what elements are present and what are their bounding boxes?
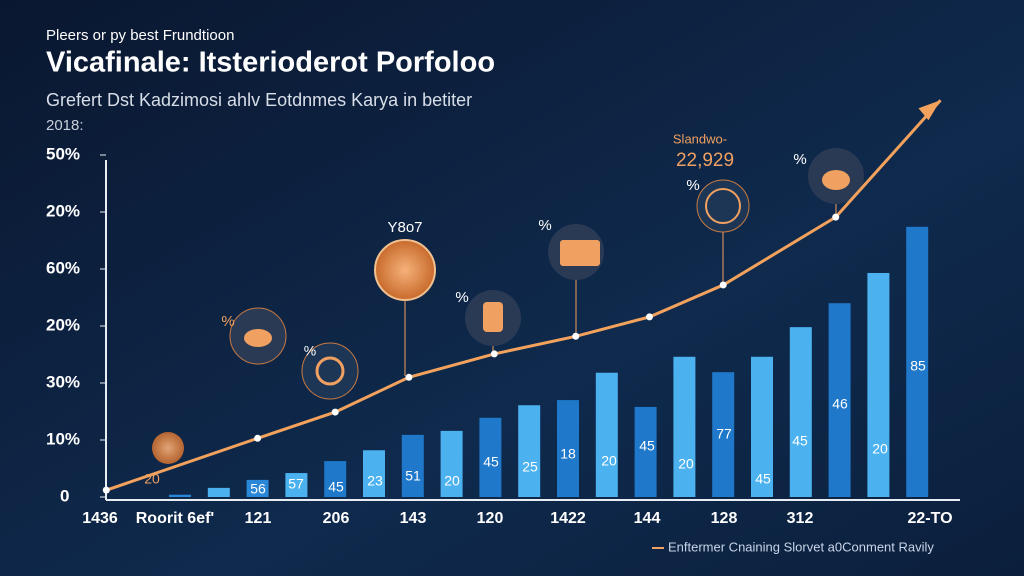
annotation: Y8o7 bbox=[387, 219, 422, 236]
y-tick-label: 20% bbox=[46, 201, 80, 220]
bar bbox=[557, 400, 579, 497]
bar-label: 45 bbox=[639, 438, 655, 454]
bar bbox=[363, 450, 385, 497]
x-tick-label: 120 bbox=[477, 510, 504, 527]
icons bbox=[152, 148, 864, 464]
bar bbox=[518, 405, 541, 497]
x-tick-label: 1422 bbox=[550, 510, 586, 527]
title: Vicafinale: Itsterioderot Porfoloo bbox=[46, 47, 495, 79]
bar bbox=[867, 272, 890, 497]
bar-label: 46 bbox=[832, 396, 848, 412]
y-tick-label: 60% bbox=[46, 258, 80, 277]
year: 2018: bbox=[46, 117, 84, 134]
y-tick-label: 0 bbox=[60, 486, 69, 505]
trend-point bbox=[490, 350, 498, 358]
trend-arrowhead bbox=[918, 100, 941, 121]
x-tick-label: 128 bbox=[711, 510, 738, 527]
bar-label: 20 bbox=[144, 471, 160, 487]
bar-label: 85 bbox=[910, 358, 926, 374]
bar-label: 45 bbox=[483, 454, 499, 470]
x-tick-label: Roorit 6ef' bbox=[136, 510, 214, 527]
y-tick-label: 50% bbox=[46, 144, 80, 163]
y-tick-label: 10% bbox=[46, 429, 80, 448]
kicker: Pleers or py best Frundtioon bbox=[46, 27, 234, 44]
subtitle: Grefert Dst Kadzimosi ahlv Eotdnmes Kary… bbox=[46, 90, 472, 110]
bar-label: 51 bbox=[405, 468, 421, 484]
bar bbox=[246, 479, 269, 497]
bar-label: 56 bbox=[250, 481, 266, 497]
trend-point bbox=[254, 434, 262, 442]
bar bbox=[906, 226, 929, 497]
annotation: % bbox=[686, 177, 699, 194]
annotation: 22,929 bbox=[676, 150, 734, 171]
bar-label: 25 bbox=[522, 459, 538, 475]
trend-point bbox=[645, 313, 653, 321]
bar bbox=[751, 356, 773, 497]
x-tick-label: 1436 bbox=[82, 510, 118, 527]
trend-point bbox=[102, 486, 110, 494]
bar-label: 20 bbox=[444, 473, 460, 489]
bar bbox=[324, 461, 347, 497]
bar bbox=[169, 494, 191, 497]
x-tick-label: 312 bbox=[787, 510, 814, 527]
bar bbox=[828, 303, 851, 497]
bar bbox=[634, 406, 657, 497]
trend-point bbox=[331, 408, 339, 416]
annotation: % bbox=[455, 289, 468, 306]
x-tick-label: 121 bbox=[245, 510, 272, 527]
x-tick-label: 206 bbox=[323, 510, 350, 527]
bar bbox=[673, 356, 696, 497]
bar-label: 23 bbox=[367, 473, 383, 489]
trend-point bbox=[832, 213, 840, 221]
y-tick-label: 30% bbox=[46, 372, 80, 391]
x-tick-label: 143 bbox=[400, 510, 427, 527]
bar bbox=[285, 473, 308, 497]
x-tick-label: 22-TO bbox=[907, 510, 952, 527]
bar bbox=[789, 327, 812, 497]
x-tick-label: 144 bbox=[634, 510, 661, 527]
legend-label: Enftermer Cnaining Slorvet a0Conment Rav… bbox=[668, 539, 934, 554]
bar-label: 57 bbox=[288, 476, 304, 492]
annotation: % bbox=[221, 313, 234, 330]
bar-label: 45 bbox=[328, 479, 344, 495]
bar-label: 20 bbox=[678, 456, 694, 472]
trend-point bbox=[405, 373, 413, 381]
bar bbox=[479, 417, 502, 497]
y-tick-label: 20% bbox=[46, 315, 80, 334]
bar-label: 18 bbox=[560, 446, 576, 462]
bar bbox=[440, 430, 463, 497]
bar-label: 20 bbox=[872, 441, 888, 457]
annotation: Slandwo- bbox=[673, 131, 727, 146]
bar bbox=[401, 434, 424, 497]
bar bbox=[712, 372, 735, 497]
bar-label: 77 bbox=[716, 426, 732, 442]
bar bbox=[595, 372, 618, 497]
bar-label: 45 bbox=[792, 433, 808, 449]
bar-label: 45 bbox=[755, 471, 771, 487]
trend-point bbox=[572, 332, 580, 340]
bar-label: 20 bbox=[601, 453, 617, 469]
trend-point bbox=[719, 281, 727, 289]
annotation: % bbox=[793, 151, 806, 168]
annotation: % bbox=[538, 217, 551, 234]
bar bbox=[207, 487, 230, 497]
annotation: % bbox=[304, 343, 316, 359]
trend-line bbox=[105, 99, 942, 492]
